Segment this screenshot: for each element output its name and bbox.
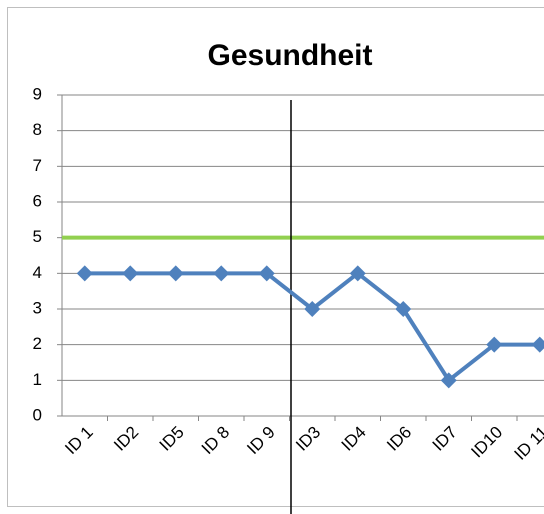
- y-tick-label: 1: [33, 370, 42, 389]
- y-tick-label: 2: [33, 334, 42, 353]
- y-tick-label: 9: [33, 84, 42, 103]
- y-tick-label: 6: [33, 191, 42, 210]
- y-tick-label: 8: [33, 120, 42, 139]
- marker: [76, 265, 93, 282]
- y-tick-label: 3: [33, 298, 42, 317]
- marker: [258, 265, 275, 282]
- chart-title: Gesundheit: [207, 39, 372, 72]
- y-tick-label: 5: [33, 227, 42, 246]
- marker: [167, 265, 184, 282]
- y-tick-label: 0: [33, 405, 42, 424]
- marker: [122, 265, 139, 282]
- marker: [440, 372, 457, 389]
- chart-border: [7, 7, 544, 507]
- marker: [486, 336, 503, 353]
- marker: [213, 265, 230, 282]
- marker: [531, 336, 544, 353]
- y-tick-label: 7: [33, 156, 42, 175]
- marker: [304, 301, 321, 317]
- marker: [395, 301, 412, 317]
- y-tick-label: 4: [33, 263, 42, 282]
- marker: [349, 265, 366, 282]
